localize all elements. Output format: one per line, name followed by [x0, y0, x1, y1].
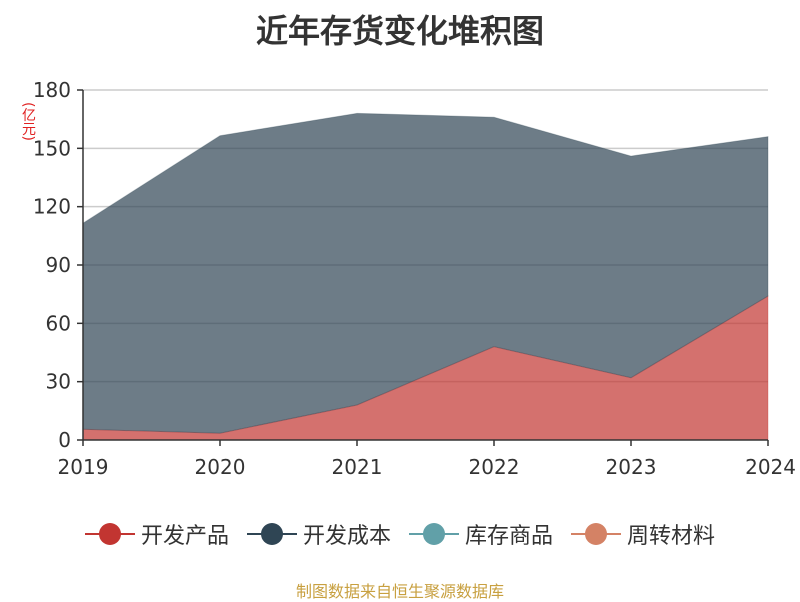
- legend: 开发产品 开发成本 库存商品 周转材料: [0, 518, 800, 550]
- legend-label: 开发成本: [302, 524, 391, 549]
- chart-title: 近年存货变化堆积图: [255, 12, 544, 50]
- legend-label: 开发产品: [140, 524, 229, 549]
- data-source-note: 制图数据来自恒生聚源数据库: [295, 582, 504, 601]
- x-tick-label: 2019: [58, 455, 109, 479]
- x-tick-label: 2022: [469, 455, 520, 479]
- legend-marker-icon: [409, 522, 459, 546]
- legend-marker-icon: [84, 522, 135, 546]
- legend-label: 库存商品: [465, 524, 554, 549]
- y-tick-label: 0: [58, 428, 71, 452]
- y-tick-label: 90: [46, 253, 71, 277]
- x-tick-label: 2021: [332, 455, 383, 479]
- x-tick-label: 2020: [195, 455, 246, 479]
- y-tick-label: 30: [46, 370, 71, 394]
- legend-item[interactable]: 开发产品: [84, 518, 229, 550]
- x-tick-label: 2024: [745, 455, 796, 479]
- legend-marker-icon: [571, 522, 622, 546]
- legend-item[interactable]: 库存商品: [409, 518, 553, 550]
- legend-item[interactable]: 周转材料: [571, 518, 715, 550]
- y-tick-label: 150: [33, 136, 71, 160]
- y-tick-label: 120: [33, 195, 71, 219]
- legend-marker-icon: [246, 522, 297, 546]
- y-tick-label: 60: [46, 311, 71, 335]
- area-series-开发成本: [82, 112, 769, 434]
- legend-item[interactable]: 开发成本: [246, 518, 391, 550]
- y-tick-label: 180: [33, 78, 71, 102]
- legend-label: 周转材料: [627, 524, 716, 549]
- y-axis-unit: (亿元): [20, 101, 36, 141]
- x-tick-label: 2023: [606, 455, 657, 479]
